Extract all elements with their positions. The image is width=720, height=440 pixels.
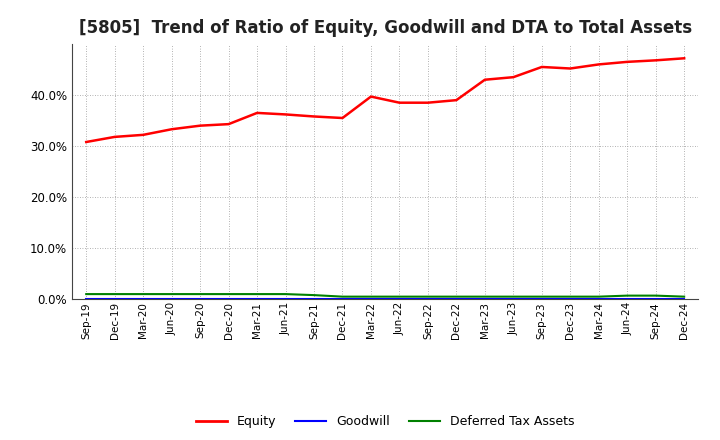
Deferred Tax Assets [310, 293, 318, 298]
Goodwill [196, 297, 204, 302]
Goodwill [139, 297, 148, 302]
Goodwill [537, 297, 546, 302]
Equity [225, 121, 233, 127]
Deferred Tax Assets [680, 294, 688, 299]
Equity [139, 132, 148, 137]
Deferred Tax Assets [338, 294, 347, 299]
Goodwill [225, 297, 233, 302]
Equity [423, 100, 432, 105]
Line: Equity: Equity [86, 58, 684, 142]
Deferred Tax Assets [537, 294, 546, 299]
Deferred Tax Assets [623, 293, 631, 298]
Deferred Tax Assets [480, 294, 489, 299]
Goodwill [82, 297, 91, 302]
Goodwill [338, 297, 347, 302]
Equity [595, 62, 603, 67]
Equity [366, 94, 375, 99]
Equity [196, 123, 204, 128]
Equity [509, 74, 518, 80]
Deferred Tax Assets [82, 291, 91, 297]
Deferred Tax Assets [167, 291, 176, 297]
Deferred Tax Assets [253, 291, 261, 297]
Equity [82, 139, 91, 145]
Goodwill [423, 297, 432, 302]
Deferred Tax Assets [452, 294, 461, 299]
Deferred Tax Assets [282, 291, 290, 297]
Goodwill [395, 297, 404, 302]
Equity [395, 100, 404, 105]
Title: [5805]  Trend of Ratio of Equity, Goodwill and DTA to Total Assets: [5805] Trend of Ratio of Equity, Goodwil… [78, 19, 692, 37]
Goodwill [452, 297, 461, 302]
Line: Deferred Tax Assets: Deferred Tax Assets [86, 294, 684, 297]
Equity [282, 112, 290, 117]
Equity [338, 115, 347, 121]
Deferred Tax Assets [395, 294, 404, 299]
Deferred Tax Assets [423, 294, 432, 299]
Goodwill [253, 297, 261, 302]
Deferred Tax Assets [110, 291, 119, 297]
Equity [566, 66, 575, 71]
Deferred Tax Assets [196, 291, 204, 297]
Goodwill [167, 297, 176, 302]
Goodwill [652, 297, 660, 302]
Deferred Tax Assets [139, 291, 148, 297]
Deferred Tax Assets [566, 294, 575, 299]
Equity [167, 127, 176, 132]
Goodwill [366, 297, 375, 302]
Deferred Tax Assets [652, 293, 660, 298]
Equity [110, 134, 119, 139]
Equity [537, 64, 546, 70]
Equity [623, 59, 631, 65]
Goodwill [680, 297, 688, 302]
Deferred Tax Assets [366, 294, 375, 299]
Equity [680, 55, 688, 61]
Equity [480, 77, 489, 82]
Goodwill [310, 297, 318, 302]
Goodwill [282, 297, 290, 302]
Goodwill [509, 297, 518, 302]
Equity [452, 98, 461, 103]
Equity [253, 110, 261, 116]
Deferred Tax Assets [509, 294, 518, 299]
Goodwill [595, 297, 603, 302]
Legend: Equity, Goodwill, Deferred Tax Assets: Equity, Goodwill, Deferred Tax Assets [191, 411, 580, 433]
Equity [652, 58, 660, 63]
Deferred Tax Assets [595, 294, 603, 299]
Goodwill [566, 297, 575, 302]
Deferred Tax Assets [225, 291, 233, 297]
Goodwill [480, 297, 489, 302]
Goodwill [623, 297, 631, 302]
Equity [310, 114, 318, 119]
Goodwill [110, 297, 119, 302]
